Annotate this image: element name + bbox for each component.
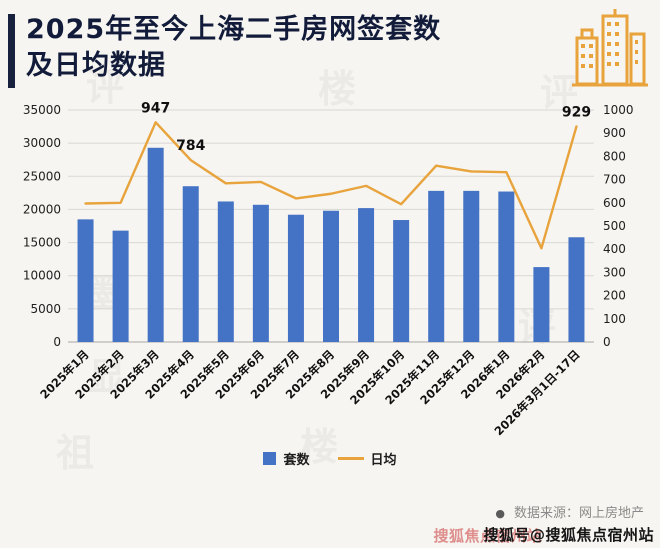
left-axis-tick-label: 0 xyxy=(53,335,61,349)
legend-item-bar: 套数 xyxy=(263,449,310,468)
bar xyxy=(358,208,375,342)
left-axis-tick-label: 30000 xyxy=(23,136,61,150)
legend-item-line: 日均 xyxy=(337,449,397,468)
bar xyxy=(463,190,480,342)
source-bullet-icon: ● xyxy=(495,507,505,520)
chart-header: 2025年至今上海二手房网签套数 及日均数据 xyxy=(0,0,660,88)
left-axis-tick-label: 5000 xyxy=(30,302,61,316)
right-axis-tick-label: 800 xyxy=(603,149,626,163)
right-axis-tick-label: 900 xyxy=(603,126,626,140)
left-axis-tick-label: 35000 xyxy=(23,103,61,117)
sohu-red-watermark: 搜狐焦点宿州站 xyxy=(433,527,542,545)
bar xyxy=(393,220,410,342)
bar xyxy=(428,190,445,342)
right-axis-tick-label: 200 xyxy=(603,289,626,303)
right-axis-tick-label: 600 xyxy=(603,196,626,210)
buildings-icon xyxy=(572,9,648,87)
chart-legend: 套数 日均 xyxy=(0,449,660,468)
page-title: 2025年至今上海二手房网签套数 及日均数据 xyxy=(26,12,565,83)
data-source-line: ● 数据来源：网上房地产 xyxy=(495,502,644,521)
left-axis-tick-label: 15000 xyxy=(23,236,61,250)
bar xyxy=(287,214,304,342)
page-title-line2: 及日均数据 xyxy=(26,49,166,81)
right-axis-tick-label: 700 xyxy=(603,173,626,187)
line-series-swatch xyxy=(337,457,364,460)
bar xyxy=(217,201,234,342)
bar xyxy=(147,147,164,342)
point-data-label: 929 xyxy=(562,104,591,120)
sohu-account-line: 搜狐号@搜狐焦点宿州站 xyxy=(483,526,654,544)
bar xyxy=(568,237,585,342)
source-text: 数据来源：网上房地产 xyxy=(513,506,644,521)
left-axis-tick-label: 25000 xyxy=(23,169,61,183)
point-data-label: 784 xyxy=(176,138,205,154)
bar xyxy=(323,210,339,342)
left-axis-tick-label: 20000 xyxy=(23,202,61,216)
page-title-line1: 2025年至今上海二手房网签套数 xyxy=(26,14,442,45)
right-axis-tick-label: 1000 xyxy=(603,103,634,117)
right-axis-tick-label: 400 xyxy=(603,242,626,256)
bar-series-swatch xyxy=(263,452,277,465)
bar xyxy=(498,191,515,342)
chart-area: 0 5000 10000 15000 20000 25000 30000 35000 0 100 2… xyxy=(0,96,660,450)
bar xyxy=(77,219,94,342)
left-axis-tick-label: 10000 xyxy=(23,269,61,283)
daily-average-line xyxy=(84,121,578,250)
line-series-label: 日均 xyxy=(370,453,397,468)
right-axis-tick-label: 300 xyxy=(603,265,626,279)
right-axis-tick-label: 500 xyxy=(603,219,626,233)
bar xyxy=(252,204,269,342)
bar xyxy=(533,267,550,342)
right-axis-tick-label: 100 xyxy=(603,312,626,326)
point-data-label: 947 xyxy=(141,100,170,116)
bar-series-label: 套数 xyxy=(283,453,310,468)
bar xyxy=(182,186,199,342)
bar xyxy=(112,230,129,342)
combo-chart-svg: 0 5000 10000 15000 20000 25000 30000 35000 0 100 2… xyxy=(23,100,634,438)
right-axis-tick-label: 0 xyxy=(603,335,611,349)
title-accent-bar xyxy=(8,14,15,88)
